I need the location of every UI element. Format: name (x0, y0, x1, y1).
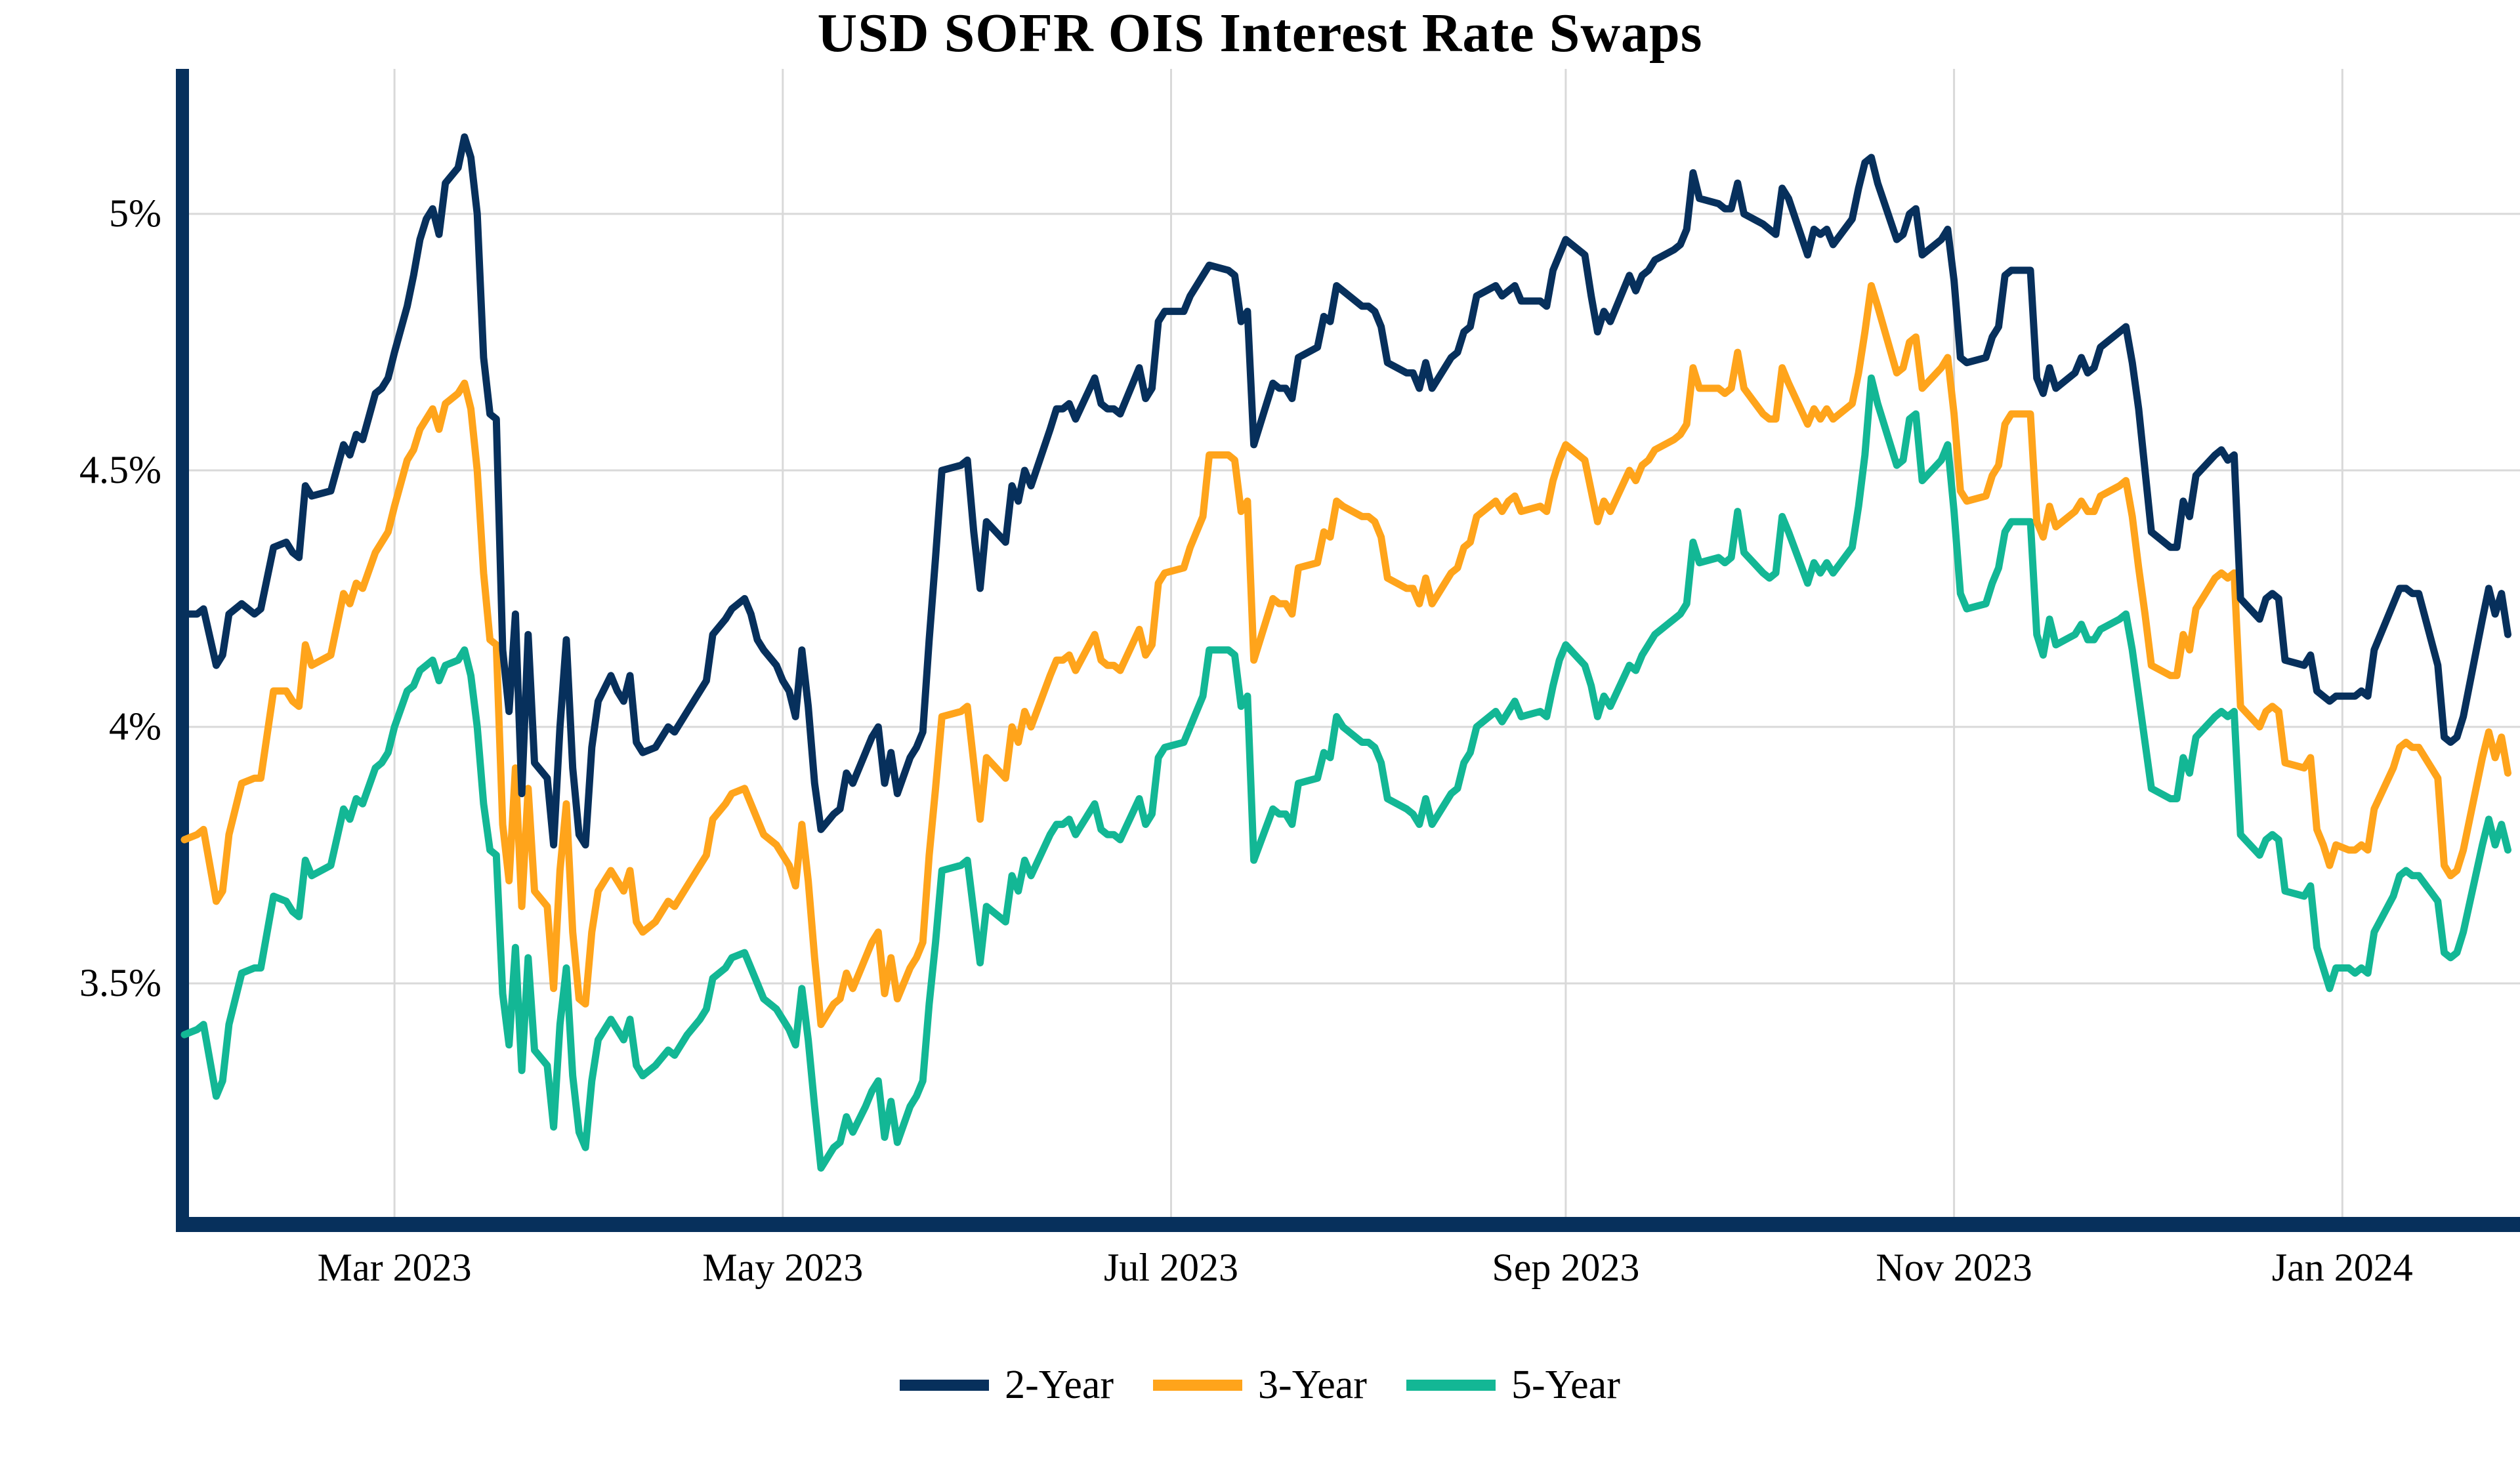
series-line-3-year (180, 282, 2511, 1029)
legend-item-3-year: 3-Year (1153, 1362, 1367, 1408)
legend-label: 3-Year (1258, 1363, 1367, 1407)
legend-item-2-year: 2-Year (900, 1362, 1114, 1408)
y-tick-label: 4.5% (79, 448, 161, 491)
y-tick-label: 5% (109, 192, 161, 235)
y-tick-label: 4% (109, 705, 161, 748)
x-tick-label: Mar 2023 (317, 1246, 472, 1289)
legend-label: 5-Year (1511, 1363, 1620, 1407)
legend-swatch-3-year (1153, 1380, 1243, 1391)
x-tick-label: Jan 2024 (2271, 1246, 2413, 1289)
x-tick-label: Sep 2023 (1492, 1246, 1640, 1289)
legend-label: 2-Year (1005, 1363, 1114, 1407)
chart-title: USD SOFR OIS Interest Rate Swaps (817, 3, 1703, 64)
x-axis-spine (176, 1217, 2520, 1232)
x-tick-label: May 2023 (702, 1246, 864, 1289)
series-line-2-year (180, 133, 2511, 849)
y-tick-label: 3.5% (79, 961, 161, 1004)
series-line-5-year (180, 374, 2511, 1172)
legend-swatch-2-year (900, 1380, 990, 1391)
y-axis-spine (176, 69, 189, 1232)
x-tick-label: Jul 2023 (1103, 1246, 1239, 1289)
chart-legend: 2-Year 3-Year 5-Year (0, 1362, 2520, 1408)
legend-item-5-year: 5-Year (1406, 1362, 1620, 1408)
legend-swatch-5-year (1406, 1380, 1496, 1391)
x-tick-label: Nov 2023 (1876, 1246, 2032, 1289)
